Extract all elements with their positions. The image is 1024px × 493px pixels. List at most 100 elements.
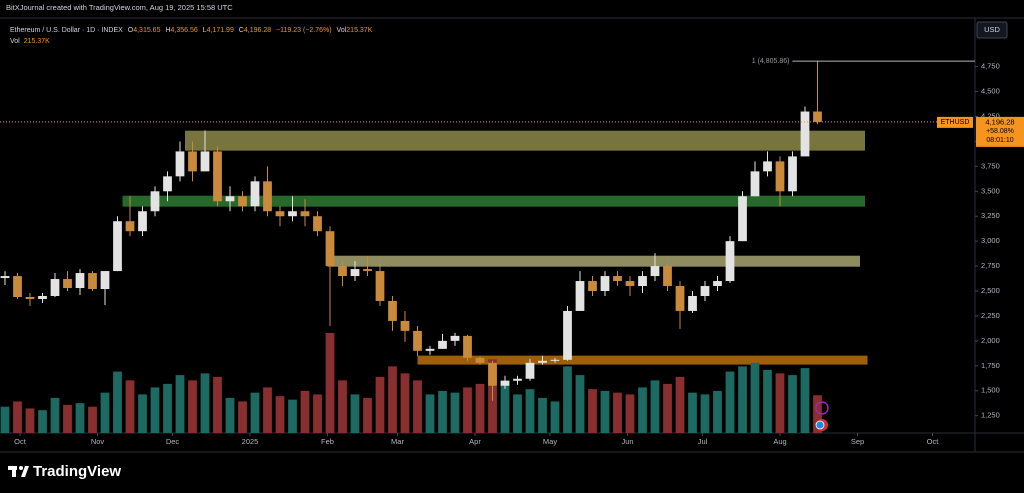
candle-body bbox=[713, 281, 722, 287]
candle-body bbox=[763, 161, 772, 172]
volume-bar bbox=[88, 406, 97, 433]
candle-body bbox=[725, 241, 735, 282]
candle-body bbox=[538, 360, 547, 363]
currency-button[interactable] bbox=[976, 21, 1008, 39]
candle-body bbox=[600, 276, 610, 292]
candle-body bbox=[425, 348, 435, 351]
candle-body bbox=[450, 335, 460, 341]
candle-body bbox=[25, 296, 35, 299]
y-tick-label: 4,500 bbox=[981, 87, 1000, 96]
currency[interactable]: USD bbox=[984, 25, 1000, 34]
candle-body bbox=[775, 161, 785, 192]
volume-bar bbox=[363, 397, 372, 433]
x-tick-label: 2025 bbox=[242, 437, 259, 446]
volume-bar bbox=[750, 362, 760, 433]
zone bbox=[122, 195, 865, 207]
event-icon[interactable] bbox=[815, 420, 825, 430]
volume-bar bbox=[438, 390, 447, 433]
candle-body bbox=[550, 359, 560, 361]
price-tag-price: 4,196.28 bbox=[985, 117, 1014, 126]
y-tick-label: 2,000 bbox=[981, 336, 1000, 345]
y-tick-label: 3,750 bbox=[981, 161, 1000, 170]
volume-bar bbox=[400, 373, 410, 433]
volume-bar bbox=[225, 397, 235, 433]
x-tick-label: Sep bbox=[851, 437, 864, 446]
candle-body bbox=[625, 281, 635, 287]
volume-bar bbox=[138, 394, 147, 433]
candle-body bbox=[638, 276, 647, 287]
logo-part bbox=[19, 466, 23, 470]
volume-bar bbox=[325, 333, 335, 433]
x-tick-label: Oct bbox=[927, 437, 940, 446]
candle-body bbox=[188, 151, 197, 172]
candle-body bbox=[38, 295, 47, 299]
candle-body bbox=[488, 362, 497, 386]
zone bbox=[417, 355, 868, 365]
event-icon[interactable] bbox=[815, 401, 829, 415]
ohlc-value: 4,171.99 bbox=[207, 27, 234, 34]
volume-bar bbox=[213, 376, 222, 433]
candle-body bbox=[250, 181, 260, 207]
candle-body bbox=[475, 357, 485, 363]
volume-bar bbox=[788, 375, 797, 433]
ohlc-label: O bbox=[128, 27, 134, 34]
x-tick-label: May bbox=[543, 437, 557, 446]
vol-value: 215.37K bbox=[24, 38, 50, 45]
volume-bar bbox=[763, 369, 772, 433]
volume-bar bbox=[800, 368, 810, 433]
volume-bar bbox=[450, 392, 460, 433]
volume-bar bbox=[300, 390, 310, 433]
ohlc-label: H bbox=[165, 27, 170, 34]
credit: BitXJournal created with TradingView.com… bbox=[6, 3, 233, 12]
footer-logo bbox=[8, 466, 29, 477]
x-tick-label: Dec bbox=[166, 437, 180, 446]
candles bbox=[0, 61, 822, 401]
volume-bar bbox=[638, 387, 647, 433]
candle-body bbox=[613, 276, 622, 282]
volume-bar bbox=[125, 380, 135, 433]
candle-body bbox=[238, 196, 247, 207]
x-tick-label: Jun bbox=[621, 437, 633, 446]
x-tick-label: Feb bbox=[321, 437, 334, 446]
candle-body bbox=[75, 273, 85, 289]
x-tick-label: Oct bbox=[14, 437, 27, 446]
y-tick-label: 2,750 bbox=[981, 261, 1000, 270]
price-tag-change: +58.08% bbox=[986, 128, 1014, 135]
candle-body bbox=[563, 310, 572, 360]
candle-body bbox=[325, 231, 335, 267]
volume-bar bbox=[338, 380, 347, 433]
zone bbox=[327, 255, 860, 267]
volume-bar bbox=[575, 375, 585, 433]
candle-body bbox=[363, 269, 372, 272]
candle-body bbox=[300, 211, 310, 217]
x-tick-label: Jul bbox=[698, 437, 708, 446]
candle-body bbox=[138, 211, 147, 232]
candle-body bbox=[513, 378, 522, 381]
volume-bar bbox=[550, 401, 560, 433]
volume-bar bbox=[175, 375, 185, 433]
zones bbox=[122, 130, 868, 365]
volume-bar bbox=[713, 390, 722, 433]
candle-body bbox=[800, 111, 810, 157]
change: −119.23 (−2.76%) bbox=[276, 27, 332, 34]
y-tick-label: 3,500 bbox=[981, 186, 1000, 195]
axes: 1,250 1,500 1,750 2,000 2,250 2,500 2,750 3,000… bbox=[0, 58, 1024, 446]
candle-body bbox=[788, 156, 797, 192]
volume-bar bbox=[63, 404, 72, 433]
volume-bar bbox=[538, 397, 547, 433]
symbol: Ethereum / U.S. Dollar · 1D · INDEX bbox=[10, 27, 123, 34]
candle-body bbox=[175, 151, 185, 177]
volume-bar bbox=[675, 376, 685, 433]
volume-bar bbox=[475, 383, 485, 433]
candle-body bbox=[275, 211, 285, 217]
volume-bar bbox=[600, 390, 610, 433]
symbol-line: Ethereum / U.S. Dollar · 1D · INDEX O4,3… bbox=[10, 27, 373, 34]
candle-body bbox=[13, 276, 22, 297]
volume-bar bbox=[200, 373, 210, 433]
volume-bar bbox=[288, 399, 297, 433]
candle-body bbox=[163, 176, 172, 192]
volume-bar bbox=[425, 394, 435, 433]
volume-bar bbox=[725, 371, 735, 433]
ohlc-value: 4,315.65 bbox=[133, 27, 160, 34]
x-tick-label: Nov bbox=[91, 437, 105, 446]
